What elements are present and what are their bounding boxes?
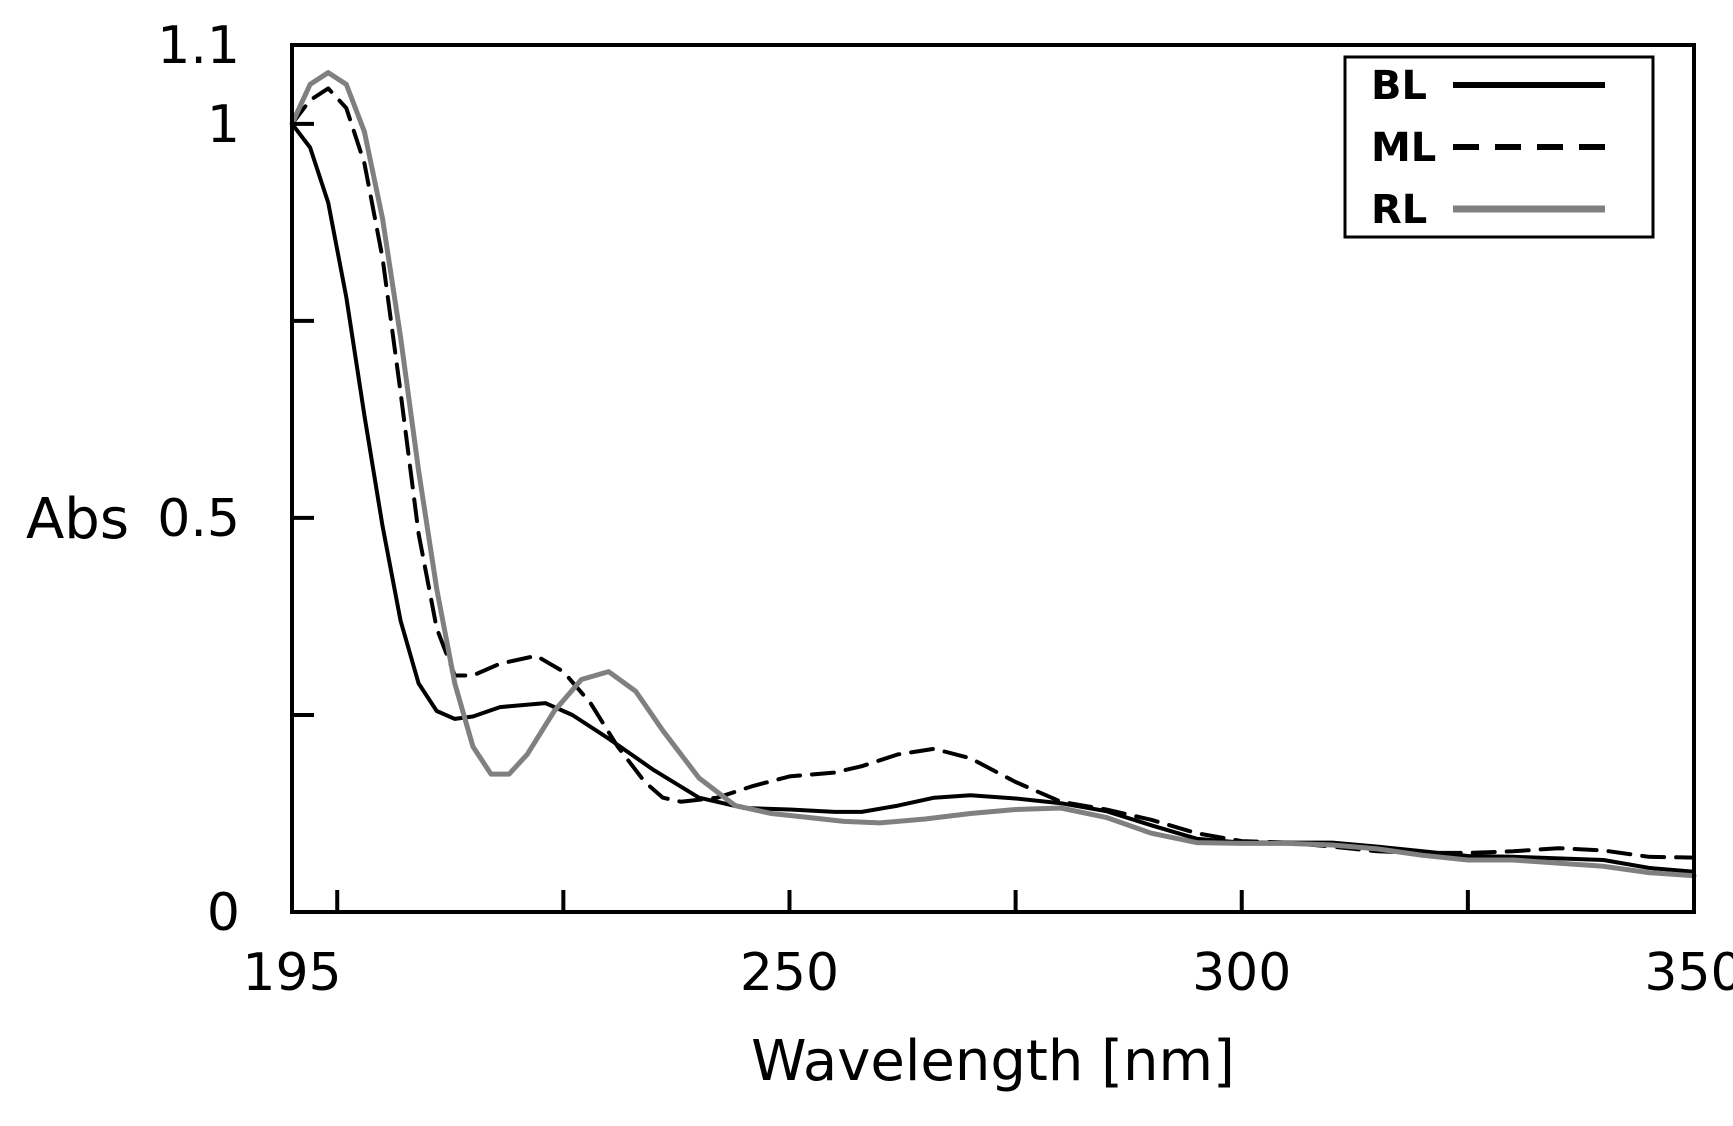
y-tick-label: 1.1: [157, 16, 240, 76]
x-tick-label: 195: [242, 943, 341, 1003]
y-axis-label: Abs: [26, 487, 129, 552]
series-line-bl: [290, 121, 1696, 874]
series-line-rl: [289, 70, 1697, 879]
x-tick-label: 350: [1644, 943, 1733, 1003]
legend-label-bl: BL: [1371, 63, 1427, 109]
x-tick-label: 250: [740, 943, 839, 1003]
x-axis-label: Wavelength [nm]: [751, 1029, 1235, 1094]
axis-tick-labels: 195 250 300 350 0 0.5 1 1.1: [157, 16, 1733, 1003]
legend-label-ml: ML: [1371, 125, 1436, 171]
x-tick-label: 300: [1192, 943, 1291, 1003]
y-tick-label: 0: [207, 883, 240, 943]
y-tick-label: 1: [207, 95, 240, 155]
plot-frame: [290, 43, 1696, 914]
axis-ticks: [292, 121, 1470, 912]
legend-label-rl: RL: [1371, 187, 1427, 233]
y-tick-label: 0.5: [157, 489, 240, 549]
legend: BL ML RL: [1343, 55, 1655, 239]
plot-lines: [289, 70, 1697, 879]
